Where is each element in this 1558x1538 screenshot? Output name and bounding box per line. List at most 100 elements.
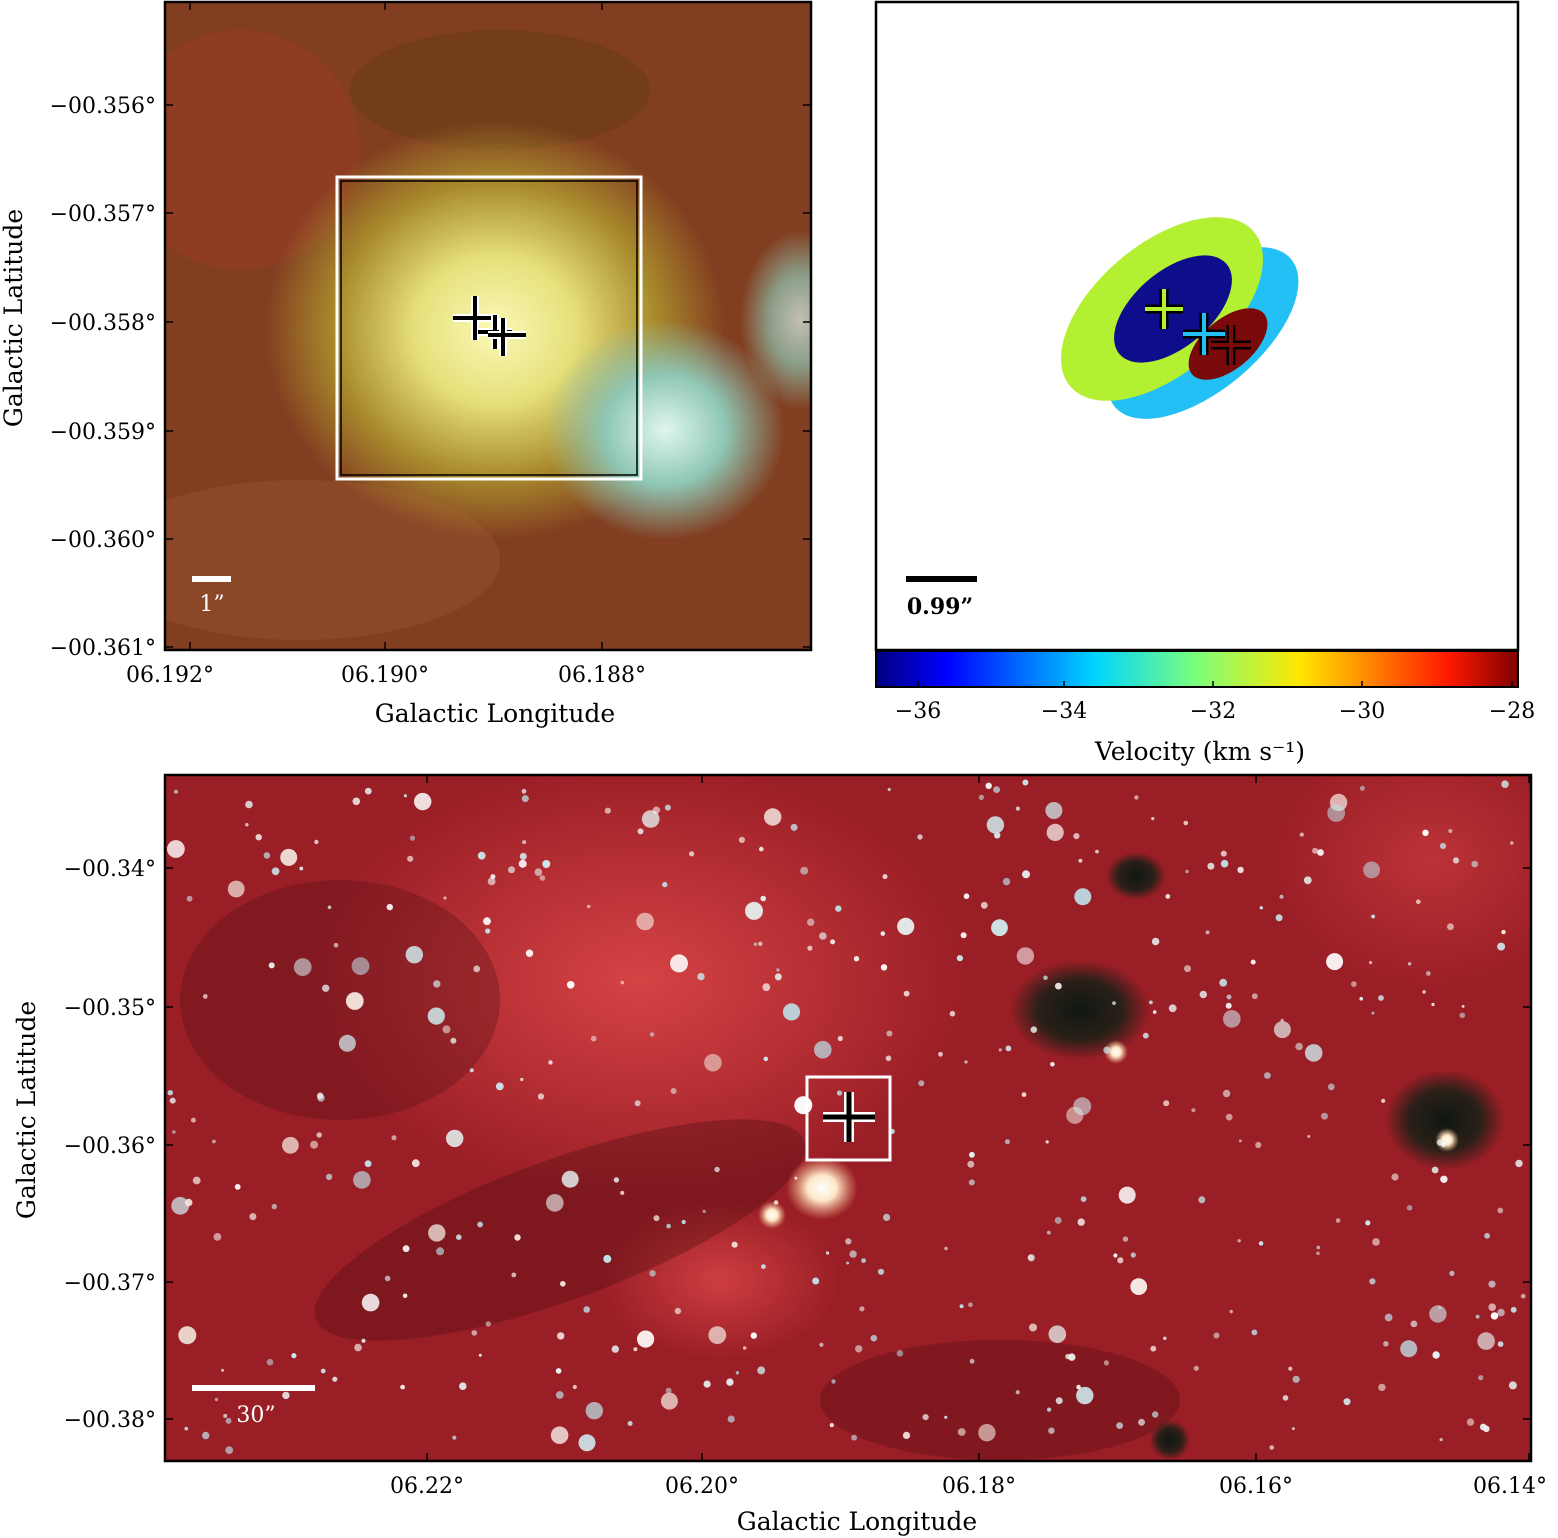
velocity-colorbar [875, 650, 1519, 688]
star [325, 1173, 333, 1181]
star [316, 1092, 324, 1100]
star [761, 1264, 766, 1269]
star [1299, 832, 1304, 837]
star [846, 1261, 850, 1265]
scale-bar [192, 1385, 315, 1391]
star [537, 1093, 545, 1100]
star [1028, 1254, 1034, 1261]
star [583, 1306, 590, 1313]
star [994, 832, 1001, 839]
star [471, 1330, 478, 1336]
star [485, 928, 491, 934]
component-cross-green [1145, 289, 1183, 329]
star [1477, 1332, 1495, 1350]
star [1416, 899, 1421, 905]
star [1369, 1278, 1376, 1285]
star [485, 1321, 491, 1327]
colorbar-tick-label: −36 [895, 699, 941, 724]
star [634, 1100, 641, 1107]
star [572, 1384, 577, 1390]
star [443, 896, 447, 900]
star [1317, 849, 1324, 856]
star [586, 904, 591, 909]
star [1422, 829, 1429, 836]
star [514, 1234, 521, 1241]
star [944, 1415, 948, 1419]
star [452, 1435, 457, 1440]
star [1151, 817, 1155, 821]
star [851, 1434, 857, 1441]
star [922, 1414, 929, 1421]
star [578, 1434, 596, 1452]
star [1122, 1236, 1129, 1242]
star [665, 1387, 672, 1394]
star [338, 1034, 356, 1052]
star [1431, 1166, 1439, 1174]
star [316, 1132, 322, 1138]
star [1490, 1312, 1499, 1320]
star [1407, 962, 1412, 966]
y-tick-label: −00.359° [50, 420, 156, 445]
star [1103, 1360, 1109, 1366]
star [1288, 1366, 1293, 1371]
star [1429, 1305, 1447, 1323]
star [333, 942, 339, 948]
star [1151, 937, 1160, 946]
star [1471, 860, 1478, 868]
star [1015, 1390, 1020, 1395]
star [1220, 859, 1229, 868]
star [245, 823, 249, 827]
star [757, 1366, 766, 1375]
star [763, 1056, 769, 1062]
star [433, 980, 441, 988]
star [1205, 930, 1210, 935]
star [1229, 1309, 1233, 1314]
star [959, 1304, 964, 1309]
star [1440, 1175, 1448, 1184]
star [322, 984, 330, 992]
star [1055, 982, 1062, 990]
panel-a-image [165, 2, 811, 650]
component-cross-cyan [1183, 313, 1225, 355]
star [637, 1330, 655, 1348]
star [670, 1088, 677, 1094]
y-tick-label: −00.35° [64, 996, 156, 1021]
star [1479, 1423, 1487, 1431]
star [508, 866, 515, 874]
star [960, 932, 967, 939]
star [1312, 847, 1319, 854]
star [886, 1030, 893, 1037]
star [807, 918, 815, 926]
star [1259, 906, 1264, 910]
star [774, 973, 782, 981]
star [456, 1234, 462, 1240]
star [1168, 1004, 1177, 1013]
star [1149, 1000, 1153, 1005]
star [967, 1160, 975, 1168]
star [938, 1051, 943, 1057]
star [702, 1209, 706, 1213]
panel-c-image [165, 775, 1531, 1461]
x-tick-label: 06.188° [558, 663, 646, 688]
star [477, 1221, 483, 1228]
star [548, 1060, 553, 1065]
star [566, 981, 575, 989]
star [1112, 1001, 1116, 1005]
star [1130, 1252, 1136, 1258]
star [641, 810, 660, 828]
star [490, 874, 496, 880]
star [1073, 833, 1080, 840]
star [1223, 1010, 1241, 1028]
star [1369, 961, 1373, 965]
star [234, 1184, 241, 1190]
star [738, 836, 746, 844]
star [403, 794, 407, 798]
star [714, 1166, 720, 1173]
star [1185, 869, 1189, 874]
star [726, 1378, 734, 1386]
star [1198, 1196, 1206, 1204]
star [409, 835, 416, 841]
scale-bar [192, 576, 231, 582]
star [174, 789, 178, 794]
